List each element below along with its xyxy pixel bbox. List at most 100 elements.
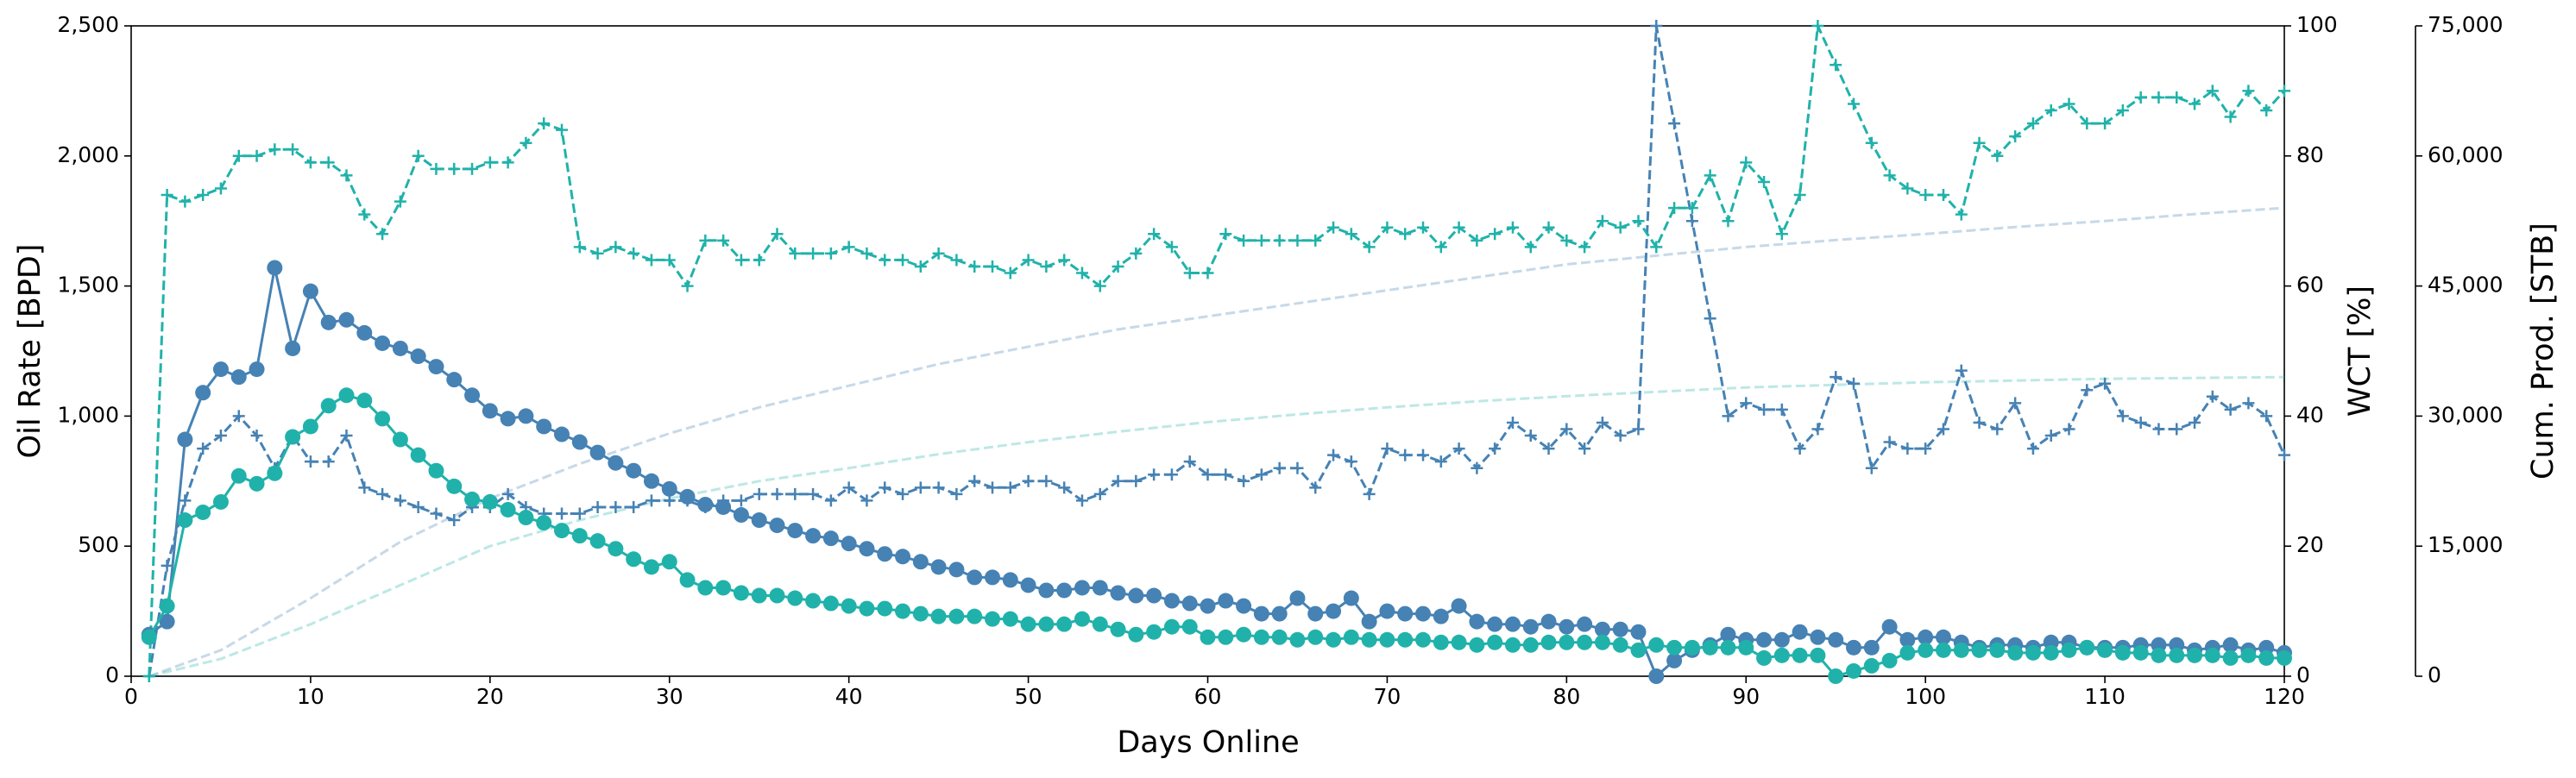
- y2-tick-label: 20: [2296, 532, 2324, 557]
- marker: [679, 572, 696, 588]
- marker: [1504, 616, 1521, 632]
- marker: [1756, 649, 1773, 666]
- marker: [1955, 208, 1968, 221]
- marker: [536, 515, 552, 531]
- marker: [2134, 91, 2147, 104]
- marker: [1865, 136, 1878, 149]
- marker: [912, 554, 929, 570]
- marker: [1668, 202, 1681, 215]
- marker: [197, 442, 210, 455]
- marker: [2189, 416, 2201, 429]
- marker: [1092, 580, 1108, 596]
- marker: [446, 478, 463, 494]
- marker: [250, 430, 263, 442]
- marker: [2134, 416, 2147, 429]
- marker: [1758, 175, 1771, 188]
- x-tick-label: 100: [1905, 684, 1946, 709]
- marker: [573, 241, 586, 254]
- marker: [1883, 169, 1896, 182]
- marker: [2061, 642, 2077, 658]
- marker: [1935, 629, 1951, 645]
- marker: [322, 455, 335, 468]
- marker: [2260, 410, 2273, 423]
- marker: [1200, 629, 1216, 645]
- marker: [877, 546, 893, 562]
- marker: [1684, 639, 1700, 656]
- marker: [2204, 647, 2220, 663]
- marker: [1038, 582, 1055, 599]
- marker: [895, 549, 911, 565]
- marker: [948, 608, 965, 624]
- marker: [2187, 647, 2203, 663]
- marker: [1828, 631, 1844, 648]
- marker: [1452, 442, 1465, 455]
- marker: [1289, 631, 1306, 648]
- marker: [1722, 215, 1735, 228]
- marker: [1020, 616, 1036, 632]
- y2-tick-label: 80: [2296, 142, 2324, 167]
- marker: [1451, 634, 1467, 650]
- marker: [195, 504, 211, 520]
- marker: [1183, 267, 1196, 279]
- marker: [2007, 644, 2024, 661]
- marker: [1058, 481, 1071, 494]
- marker: [320, 314, 337, 330]
- y3-tick-label: 15,000: [2428, 532, 2503, 557]
- marker: [212, 493, 229, 510]
- marker: [1417, 449, 1429, 461]
- marker: [914, 260, 927, 273]
- y2-tick-label: 60: [2296, 273, 2324, 298]
- marker: [2081, 117, 2094, 130]
- y2-tick-label: 0: [2296, 662, 2310, 687]
- marker: [589, 533, 606, 549]
- marker: [1471, 234, 1483, 247]
- marker: [842, 481, 855, 494]
- marker: [1830, 371, 1842, 384]
- marker: [482, 403, 498, 419]
- marker: [985, 611, 1000, 627]
- marker: [932, 247, 945, 260]
- marker: [2278, 449, 2290, 461]
- marker: [141, 629, 157, 645]
- marker: [1632, 215, 1645, 228]
- marker: [1020, 577, 1036, 593]
- marker: [1399, 449, 1412, 461]
- x-tick-label: 10: [297, 684, 324, 709]
- marker: [2026, 442, 2039, 455]
- marker: [1614, 430, 1627, 442]
- marker: [769, 518, 785, 534]
- marker: [179, 195, 192, 208]
- marker: [1181, 618, 1198, 635]
- marker: [2099, 117, 2112, 130]
- marker: [2081, 384, 2094, 397]
- marker: [285, 340, 301, 356]
- marker: [1397, 631, 1414, 648]
- marker: [448, 514, 461, 527]
- marker: [824, 494, 837, 507]
- marker: [1200, 598, 1216, 614]
- marker: [356, 392, 373, 409]
- marker: [1828, 668, 1844, 684]
- marker: [518, 510, 534, 526]
- marker: [2152, 423, 2165, 436]
- marker: [1238, 474, 1250, 487]
- marker: [1379, 631, 1395, 648]
- marker: [591, 500, 604, 513]
- marker: [930, 559, 947, 575]
- marker: [932, 481, 945, 494]
- marker: [2079, 639, 2095, 656]
- marker: [733, 585, 749, 601]
- marker: [2206, 390, 2219, 403]
- marker: [1811, 20, 1824, 32]
- marker: [1775, 228, 1788, 241]
- marker: [1183, 455, 1196, 468]
- marker: [430, 162, 443, 175]
- marker: [751, 587, 767, 604]
- marker: [1577, 634, 1593, 650]
- marker: [930, 608, 947, 624]
- marker: [1720, 626, 1736, 643]
- marker: [1560, 234, 1573, 247]
- marker: [161, 189, 173, 202]
- marker: [2044, 430, 2057, 442]
- marker: [285, 429, 301, 445]
